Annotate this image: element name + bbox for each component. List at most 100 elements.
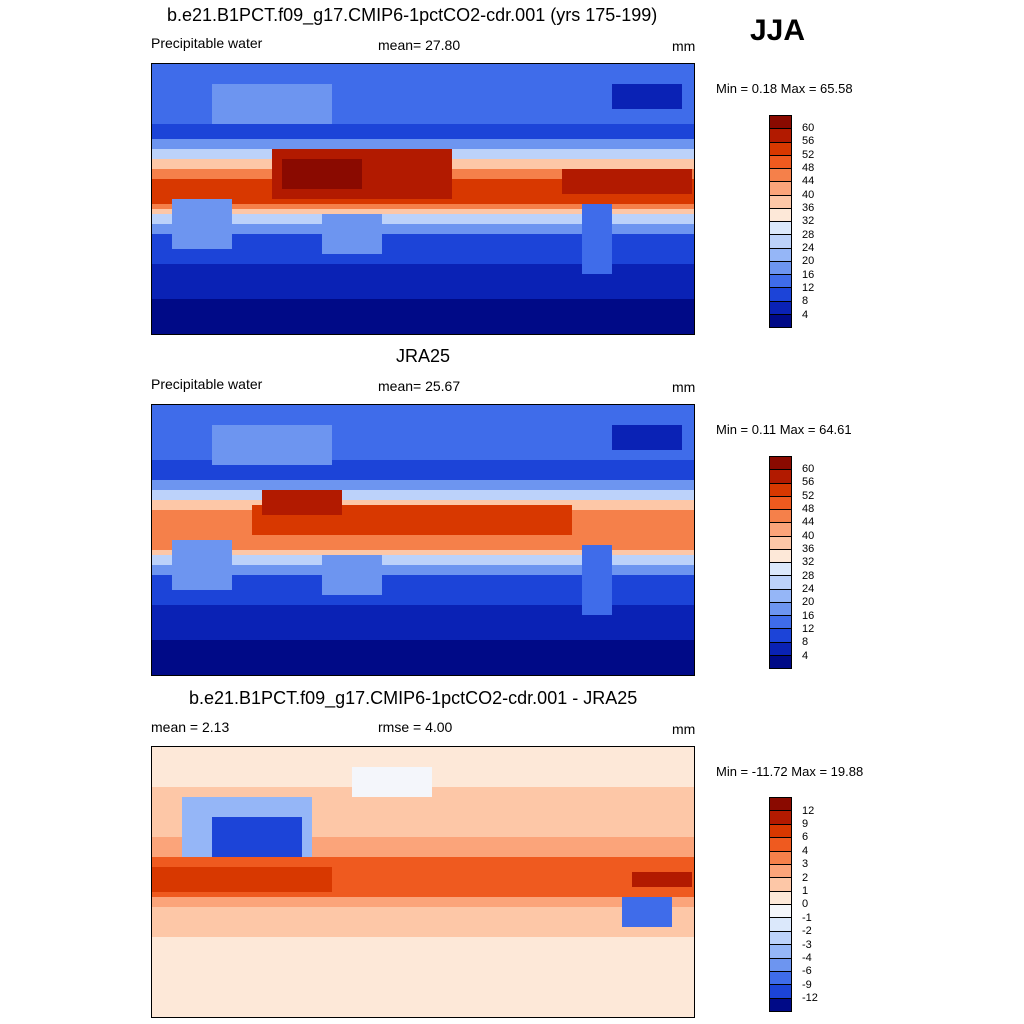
panel-2-colorbar-segment bbox=[770, 470, 791, 484]
colorbar-tick-label: 4 bbox=[802, 845, 809, 857]
colorbar-tick-label: 36 bbox=[802, 543, 815, 555]
panel-1-colorbar-segment bbox=[770, 116, 791, 130]
colorbar-tick-label: -3 bbox=[802, 939, 812, 951]
panel-3-colorbar-segment bbox=[770, 958, 791, 972]
colorbar-tick-label: 16 bbox=[802, 610, 815, 622]
panel-1-mean-label: mean= 27.80 bbox=[378, 37, 461, 53]
panel-1-colorbar-segment bbox=[770, 129, 791, 143]
colorbar-tick-label: 8 bbox=[802, 295, 809, 307]
panel-2-colorbar-segment bbox=[770, 589, 791, 603]
panel-2-title: JRA25 bbox=[396, 346, 451, 366]
panel-3-colorbar-segment bbox=[770, 945, 791, 959]
panel-1-title: b.e21.B1PCT.f09_g17.CMIP6-1pctCO2-cdr.00… bbox=[167, 5, 658, 25]
colorbar-tick-label: 0 bbox=[802, 898, 809, 910]
panel-3-title: b.e21.B1PCT.f09_g17.CMIP6-1pctCO2-cdr.00… bbox=[189, 688, 638, 708]
colorbar-tick-label: 40 bbox=[802, 189, 815, 201]
colorbar-tick-label: 12 bbox=[802, 805, 815, 817]
colorbar-tick-label: 44 bbox=[802, 175, 815, 187]
panel-1-colorbar-segment bbox=[770, 314, 791, 327]
colorbar-tick-label: 60 bbox=[802, 122, 815, 134]
panel-1-colorbar-segment bbox=[770, 142, 791, 156]
colorbar-tick-label: -1 bbox=[802, 912, 812, 924]
panel-2-colorbar-segment bbox=[770, 629, 791, 643]
colorbar-tick-label: 8 bbox=[802, 636, 809, 648]
colorbar-tick-label: 28 bbox=[802, 570, 815, 582]
season-label: JJA bbox=[750, 14, 806, 47]
colorbar-tick-label: 20 bbox=[802, 255, 815, 267]
panel-1-colorbar-segment bbox=[770, 301, 791, 315]
colorbar-tick-label: 2 bbox=[802, 872, 809, 884]
colorbar-tick-label: 9 bbox=[802, 818, 809, 830]
panel-3-colorbar-segment bbox=[770, 891, 791, 905]
panel-3-minmax-label: Min = -11.72 Max = 19.88 bbox=[716, 764, 864, 779]
panel-1-colorbar-segment bbox=[770, 208, 791, 222]
panel-3-colorbar-segment bbox=[770, 824, 791, 839]
colorbar-tick-label: 56 bbox=[802, 476, 815, 488]
panel-2-colorbar-segment bbox=[770, 549, 791, 563]
colorbar-tick-label: 20 bbox=[802, 596, 815, 608]
colorbar-tick-label: 1 bbox=[802, 885, 809, 897]
colorbar-tick-label: 12 bbox=[802, 623, 815, 635]
panel-1-colorbar-segment bbox=[770, 169, 791, 183]
colorbar-tick-label: -12 bbox=[802, 992, 818, 1004]
panel-1-colorbar-segment bbox=[770, 235, 791, 249]
panel-3-colorbar-segment bbox=[770, 798, 791, 812]
panel-1-colorbar-segment bbox=[770, 261, 791, 275]
panel-1-colorbar-segment bbox=[770, 222, 791, 236]
panel-2-colorbar-segment bbox=[770, 457, 791, 471]
colorbar-tick-label: 52 bbox=[802, 490, 815, 502]
colorbar-tick-label: 4 bbox=[802, 309, 809, 321]
panel-3-colorbar-segment bbox=[770, 971, 791, 986]
colorbar-tick-label: 16 bbox=[802, 269, 815, 281]
panel-1-colorbar-segment bbox=[770, 195, 791, 209]
panel-2-colorbar-segment bbox=[770, 536, 791, 550]
panel-2-colorbar-segment bbox=[770, 576, 791, 590]
panel-2-colorbar-segment bbox=[770, 510, 791, 524]
panel-3-colorbar-segment bbox=[770, 878, 791, 892]
panel-2-colorbar-segment bbox=[770, 642, 791, 656]
panel-3-colorbar-segment bbox=[770, 905, 791, 919]
colorbar-tick-label: -9 bbox=[802, 979, 812, 991]
panel-2-colorbar-segment bbox=[770, 563, 791, 577]
colorbar-tick-label: 48 bbox=[802, 503, 815, 515]
colorbar-tick-label: -2 bbox=[802, 925, 812, 937]
panel-3-colorbar-segment bbox=[770, 998, 791, 1011]
panel-1-colorbar-segment bbox=[770, 155, 791, 169]
panel-1-colorbar bbox=[769, 115, 792, 328]
panel-2-colorbar-segment bbox=[770, 655, 791, 668]
panel-1-map bbox=[151, 63, 695, 335]
panel-3-colorbar-segment bbox=[770, 931, 791, 946]
colorbar-tick-label: -6 bbox=[802, 965, 812, 977]
colorbar-tick-label: 52 bbox=[802, 149, 815, 161]
panel-2-colorbar-segment bbox=[770, 616, 791, 630]
colorbar-tick-label: 40 bbox=[802, 530, 815, 542]
colorbar-tick-label: 48 bbox=[802, 162, 815, 174]
colorbar-tick-label: 24 bbox=[802, 583, 815, 595]
panel-2-mean-label: mean= 25.67 bbox=[378, 378, 461, 394]
panel-2-variable-label: Precipitable water bbox=[151, 376, 263, 392]
colorbar-tick-label: 56 bbox=[802, 135, 815, 147]
panel-1-variable-label: Precipitable water bbox=[151, 35, 263, 51]
panel-2-minmax-label: Min = 0.11 Max = 64.61 bbox=[716, 422, 852, 437]
panel-1-colorbar-segment bbox=[770, 275, 791, 289]
colorbar-tick-label: 28 bbox=[802, 229, 815, 241]
colorbar-tick-label: -4 bbox=[802, 952, 812, 964]
panel-3-colorbar-segment bbox=[770, 918, 791, 932]
panel-3-mean-label: mean = 2.13 bbox=[151, 719, 230, 735]
panel-3-rmse-label: rmse = 4.00 bbox=[378, 719, 453, 735]
panel-3-colorbar-segment bbox=[770, 864, 791, 879]
colorbar-tick-label: 32 bbox=[802, 556, 815, 568]
panel-1-minmax-label: Min = 0.18 Max = 65.58 bbox=[716, 81, 853, 96]
colorbar-tick-label: 4 bbox=[802, 650, 809, 662]
panel-2-colorbar-segment bbox=[770, 483, 791, 497]
panel-1-colorbar-segment bbox=[770, 182, 791, 196]
panel-1-units-label: mm bbox=[672, 38, 696, 54]
colorbar-tick-label: 36 bbox=[802, 202, 815, 214]
colorbar-tick-label: 60 bbox=[802, 463, 815, 475]
colorbar-tick-label: 32 bbox=[802, 215, 815, 227]
panel-1-colorbar-segment bbox=[770, 248, 791, 262]
panel-2-colorbar-segment bbox=[770, 523, 791, 537]
panel-2-colorbar-segment bbox=[770, 496, 791, 510]
panel-2-colorbar-segment bbox=[770, 602, 791, 616]
colorbar-tick-label: 44 bbox=[802, 516, 815, 528]
